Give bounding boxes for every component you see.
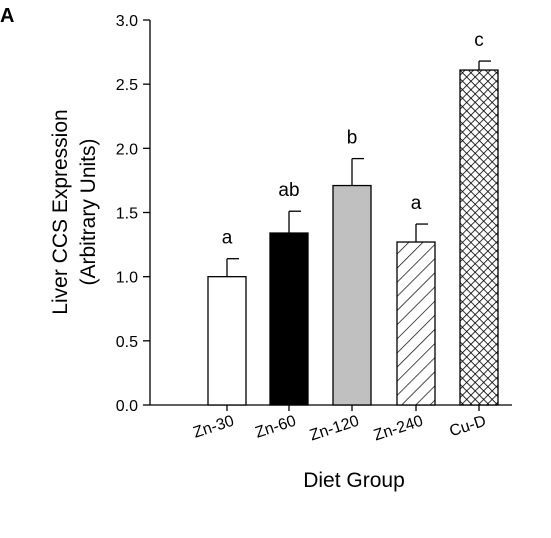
x-tick-label: Zn-120 (308, 413, 362, 445)
y-tick-label: 2.5 (116, 77, 138, 94)
x-tick-label: Zn-240 (372, 413, 426, 445)
x-tick-label: Zn-30 (191, 413, 236, 442)
significance-letter: a (411, 193, 422, 214)
y-axis-label-line2: (Arbitrary Units) (77, 138, 100, 285)
significance-letter: ab (278, 180, 299, 201)
significance-letter: a (222, 228, 233, 249)
y-ticks: 0.0 0.5 1.0 1.5 2.0 2.5 3.0 (116, 13, 150, 415)
y-tick-label: 2.0 (116, 141, 138, 158)
y-tick-label: 0.0 (116, 398, 138, 415)
panel-label: A (0, 5, 14, 27)
y-tick-label: 3.0 (116, 13, 138, 30)
bar-zn-240 (396, 241, 436, 406)
y-tick-label: 0.5 (116, 334, 138, 351)
significance-letter: c (474, 30, 484, 51)
significance-letter: b (347, 128, 358, 149)
x-tick-labels: Zn-30 Zn-60 Zn-120 Zn-240 Cu-D (191, 405, 488, 444)
bar-cu-d (459, 69, 499, 406)
x-tick-label: Cu-D (447, 413, 488, 441)
bar-zn-60 (269, 232, 309, 406)
y-tick-label: 1.5 (116, 206, 138, 223)
x-axis-label: Diet Group (303, 469, 405, 492)
bar-zn-30 (207, 276, 247, 406)
axes: 0.0 0.5 1.0 1.5 2.0 2.5 3.0 (116, 13, 512, 415)
bar-zn-120 (332, 184, 372, 406)
y-axis-label-line1: Liver CCS Expression (49, 109, 72, 314)
x-tick-label: Zn-60 (253, 413, 298, 442)
bars: a ab b a c (207, 30, 499, 406)
y-tick-label: 1.0 (116, 270, 138, 287)
